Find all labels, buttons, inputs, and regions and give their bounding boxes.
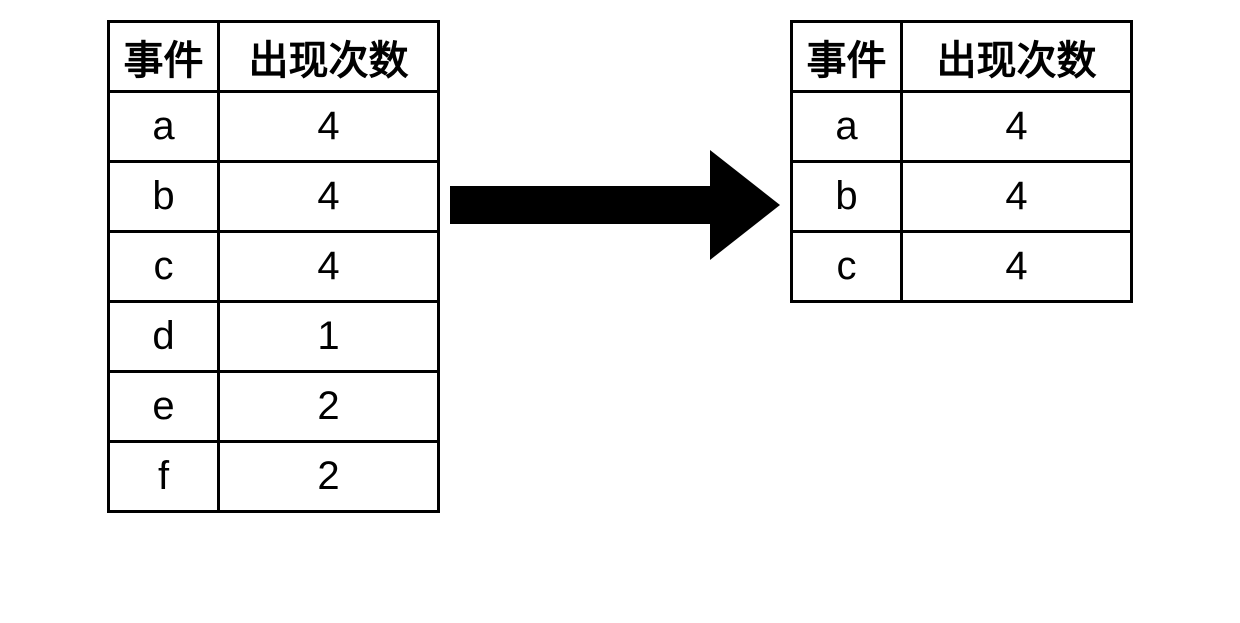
left-table-wrapper: 事件 出现次数 a 4 b 4 c 4 d 1 xyxy=(107,20,440,513)
cell-event: e xyxy=(109,372,219,442)
cell-count: 4 xyxy=(219,162,439,232)
right-header-event: 事件 xyxy=(792,22,902,92)
cell-count: 4 xyxy=(902,92,1132,162)
table-row: b 4 xyxy=(792,162,1132,232)
left-header-event: 事件 xyxy=(109,22,219,92)
cell-event: a xyxy=(109,92,219,162)
cell-count: 4 xyxy=(902,162,1132,232)
arrow-icon xyxy=(450,150,780,260)
right-table: 事件 出现次数 a 4 b 4 c 4 xyxy=(790,20,1133,303)
cell-count: 4 xyxy=(902,232,1132,302)
table-row: a 4 xyxy=(109,92,439,162)
cell-event: f xyxy=(109,442,219,512)
table-row: c 4 xyxy=(792,232,1132,302)
left-table: 事件 出现次数 a 4 b 4 c 4 d 1 xyxy=(107,20,440,513)
table-row: b 4 xyxy=(109,162,439,232)
table-row: a 4 xyxy=(792,92,1132,162)
arrow-head xyxy=(710,150,780,260)
cell-event: a xyxy=(792,92,902,162)
table-row: f 2 xyxy=(109,442,439,512)
arrow-wrapper xyxy=(440,150,790,260)
table-row: d 1 xyxy=(109,302,439,372)
diagram-container: 事件 出现次数 a 4 b 4 c 4 d 1 xyxy=(107,20,1133,513)
cell-event: b xyxy=(792,162,902,232)
table-header-row: 事件 出现次数 xyxy=(109,22,439,92)
cell-count: 4 xyxy=(219,232,439,302)
table-row: c 4 xyxy=(109,232,439,302)
arrow-shaft xyxy=(450,186,710,224)
cell-count: 4 xyxy=(219,92,439,162)
cell-count: 2 xyxy=(219,372,439,442)
cell-event: c xyxy=(792,232,902,302)
table-row: e 2 xyxy=(109,372,439,442)
cell-count: 1 xyxy=(219,302,439,372)
table-header-row: 事件 出现次数 xyxy=(792,22,1132,92)
left-header-count: 出现次数 xyxy=(219,22,439,92)
cell-event: b xyxy=(109,162,219,232)
cell-count: 2 xyxy=(219,442,439,512)
cell-event: c xyxy=(109,232,219,302)
cell-event: d xyxy=(109,302,219,372)
right-table-wrapper: 事件 出现次数 a 4 b 4 c 4 xyxy=(790,20,1133,303)
right-header-count: 出现次数 xyxy=(902,22,1132,92)
